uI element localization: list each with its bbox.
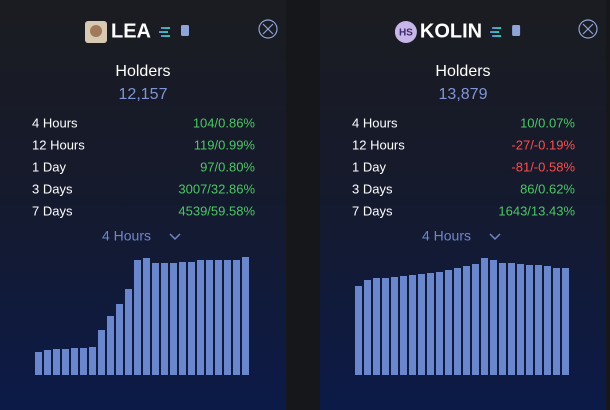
copy-icon[interactable] [512, 25, 521, 36]
token-badge-text: HS [399, 28, 413, 39]
bar [125, 289, 132, 375]
bar [517, 264, 524, 375]
bar [152, 263, 159, 375]
close-icon [262, 23, 274, 35]
bar [445, 270, 452, 375]
bar [454, 268, 461, 375]
stat-label: 3 Days [352, 181, 393, 196]
bar [481, 258, 488, 375]
dropdown-icon [489, 233, 501, 241]
stat-value: 3007/32.86% [178, 181, 255, 196]
bar [418, 274, 425, 375]
bar [71, 348, 78, 375]
stat-value: 119/0.99% [194, 137, 256, 152]
holders-value: 13,879 [439, 86, 488, 103]
bar [472, 264, 479, 375]
stat-label: 12 Hours [352, 137, 405, 152]
bar [526, 265, 533, 375]
holders-label: Holders [115, 63, 170, 80]
bar [179, 262, 186, 375]
bar [355, 286, 362, 375]
stat-value: 104/0.86% [193, 115, 256, 130]
bar [98, 330, 105, 375]
chain-icon [490, 31, 500, 33]
bar [53, 349, 60, 375]
stat-label: 1 Day [32, 159, 66, 174]
bar [242, 257, 249, 375]
bar [436, 272, 443, 375]
stat-value: 97/0.80% [200, 159, 255, 174]
chain-icon [159, 31, 168, 33]
bar [89, 347, 96, 375]
stat-label: 12 Hours [32, 137, 85, 152]
chain-icon [161, 35, 170, 37]
stat-value: 1643/13.43% [498, 203, 575, 218]
close-button[interactable] [578, 19, 598, 39]
copy-icon[interactable] [181, 25, 189, 36]
bar [35, 352, 42, 375]
bar [233, 260, 240, 375]
stat-label: 1 Day [352, 159, 386, 174]
stat-label: 4 Hours [352, 115, 398, 130]
stat-value: -27/-0.19% [511, 137, 575, 152]
panel: KOLIN HS Holders 13,879 4 Hours 10/0.07% 12 Ho… [320, 0, 606, 410]
close-icon [582, 23, 594, 35]
bar [400, 276, 407, 375]
chain-icon [161, 27, 170, 29]
bar [206, 260, 213, 375]
bar [562, 268, 569, 375]
bar [427, 273, 434, 375]
token-name: LEA [111, 20, 151, 42]
dropdown-icon [169, 233, 181, 241]
chain-icon [492, 35, 502, 37]
stat-label: 3 Days [32, 181, 73, 196]
bar [80, 348, 87, 375]
bar [215, 260, 222, 375]
bar [107, 316, 114, 375]
period-selector[interactable]: 4 Hours [102, 228, 151, 244]
bar [382, 278, 389, 375]
period-selector[interactable]: 4 Hours [422, 228, 471, 244]
bar [116, 304, 123, 375]
stat-label: 7 Days [352, 203, 393, 218]
close-button[interactable] [258, 19, 278, 39]
stat-value: 86/0.62% [520, 181, 575, 196]
bar [391, 277, 398, 375]
holders-label: Holders [435, 63, 490, 80]
bar [373, 278, 380, 375]
stat-label: 7 Days [32, 203, 73, 218]
bar [508, 263, 515, 375]
bar [44, 350, 51, 375]
stat-label: 4 Hours [32, 115, 78, 130]
chain-icon [492, 27, 502, 29]
token-name: KOLIN [420, 20, 482, 42]
bar [544, 266, 551, 375]
bar [143, 258, 150, 375]
bar [188, 262, 195, 375]
bar [224, 260, 231, 375]
bar [490, 260, 497, 375]
bar [463, 266, 470, 375]
bar [197, 260, 204, 375]
bar [535, 265, 542, 375]
bar [62, 349, 69, 375]
stat-value: 10/0.07% [520, 115, 575, 130]
token-badge [394, 21, 417, 43]
bar [499, 263, 506, 375]
panel: LEA Holders 12,157 4 Hours 104/0.86% 12 Hours… [0, 0, 286, 410]
bar [364, 280, 371, 375]
bar [170, 263, 177, 375]
holders-value: 12,157 [119, 86, 168, 103]
bar [134, 260, 141, 375]
bar [553, 268, 560, 375]
token-avatar-face [90, 25, 102, 37]
bar [161, 263, 168, 375]
bar [409, 275, 416, 375]
stat-value: 4539/59.58% [178, 203, 255, 218]
stat-value: -81/-0.58% [511, 159, 575, 174]
